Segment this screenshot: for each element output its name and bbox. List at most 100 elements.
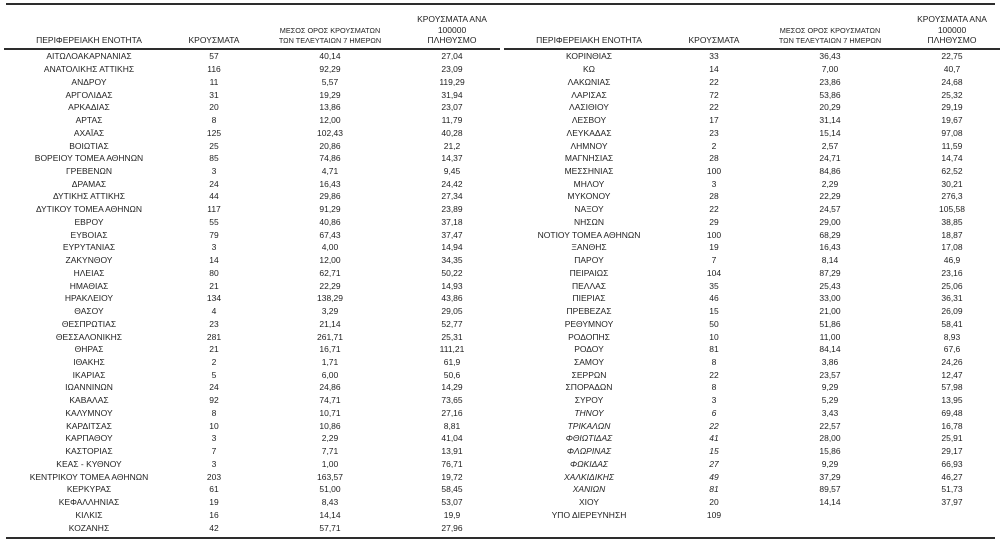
cases-cell: 49	[709, 471, 719, 482]
per100k-cell: 40,28	[441, 127, 463, 138]
per100k-cell: 276,3	[941, 191, 963, 202]
table-row: ΘΑΣΟΥ 4 3,29 29,05	[4, 305, 500, 318]
per100k-cell: 13,91	[441, 446, 463, 457]
cases-cell: 17	[709, 115, 719, 126]
table-row: ΠΙΕΡΙΑΣ 46 33,00 36,31	[504, 292, 1000, 305]
cases-cell: 11	[209, 76, 219, 87]
table-row: ΙΚΑΡΙΑΣ 5 6,00 50,6	[4, 368, 500, 381]
table-row: ΝΟΤΙΟΥ ΤΟΜΕΑ ΑΘΗΝΩΝ 100 68,29 18,87	[504, 228, 1000, 241]
region-cell: ΛΕΣΒΟΥ	[571, 115, 607, 126]
per100k-cell: 23,07	[441, 102, 463, 113]
per100k-cell: 51,73	[941, 484, 963, 495]
table-row: ΠΡΕΒΕΖΑΣ 15 21,00 26,09	[504, 305, 1000, 318]
table-row: ΚΙΛΚΙΣ 16 14,14 19,9	[4, 508, 500, 521]
region-cell: ΠΡΕΒΕΖΑΣ	[566, 306, 612, 317]
per100k-cell: 19,9	[443, 509, 461, 520]
avg7-cell: 9,29	[821, 458, 839, 469]
region-cell: ΚΑΡΠΑΘΟΥ	[65, 433, 113, 444]
per100k-cell: 14,74	[941, 153, 963, 164]
avg7-cell: 8,43	[321, 497, 339, 508]
region-cell: ΠΕΛΛΑΣ	[571, 280, 607, 291]
avg7-cell: 15,14	[819, 127, 841, 138]
avg7-cell: 16,71	[319, 344, 341, 355]
avg7-cell: 25,43	[819, 280, 841, 291]
region-cell: ΚΕΑΣ - ΚΥΘΝΟΥ	[56, 458, 122, 469]
table-row: ΒΟΡΕΙΟΥ ΤΟΜΕΑ ΑΘΗΝΩΝ 85 74,86 14,37	[4, 152, 500, 165]
avg7-cell: 4,71	[321, 165, 339, 176]
avg7-cell: 51,86	[819, 318, 841, 329]
avg7-cell: 24,57	[819, 204, 841, 215]
table-row: ΚΑΣΤΟΡΙΑΣ 7 7,71 13,91	[4, 445, 500, 458]
per100k-cell: 66,93	[941, 458, 963, 469]
per100k-cell: 27,34	[441, 191, 463, 202]
cases-header: ΚΡΟΥΣΜΑΤΑ	[188, 34, 240, 45]
region-cell: ΦΩΚΙΔΑΣ	[569, 458, 609, 469]
region-cell: ΡΕΘΥΜΝΟΥ	[564, 318, 614, 329]
region-cell: ΔΥΤΙΚΟΥ ΤΟΜΕΑ ΑΘΗΝΩΝ	[35, 204, 143, 215]
avg7-cell: 3,29	[321, 306, 339, 317]
cases-cell: 104	[706, 267, 722, 278]
table-row: ΚΟΖΑΝΗΣ 42 57,71 27,96	[4, 521, 500, 534]
region-cell: ΣΠΟΡΑΔΩΝ	[565, 382, 613, 393]
table-row: ΜΕΣΣΗΝΙΑΣ 100 84,86 62,52	[504, 165, 1000, 178]
avg7-header-line2: ΤΩΝ ΤΕΛΕΥΤΑΙΩΝ 7 ΗΜΕΡΩΝ	[278, 35, 382, 45]
table-row: ΝΑΞΟΥ 22 24,57 105,58	[504, 203, 1000, 216]
avg7-cell: 16,43	[319, 178, 341, 189]
avg7-cell: 84,14	[819, 344, 841, 355]
region-cell: ΑΡΓΟΛΙΔΑΣ	[65, 89, 113, 100]
per100k-cell: 53,07	[441, 497, 463, 508]
avg7-cell: 68,29	[819, 229, 841, 240]
region-cell: ΠΙΕΡΙΑΣ	[572, 293, 606, 304]
region-cell: ΣΕΡΡΩΝ	[571, 369, 607, 380]
region-cell: ΒΟΙΩΤΙΑΣ	[69, 140, 109, 151]
avg7-cell: 3,43	[821, 407, 839, 418]
cases-cell: 3	[211, 242, 217, 253]
per100k-cell: 61,9	[443, 356, 461, 367]
region-cell: ΦΘΙΩΤΙΔΑΣ	[565, 433, 613, 444]
table-row: ΑΡΚΑΔΙΑΣ 20 13,86 23,07	[4, 101, 500, 114]
region-cell: ΜΥΚΟΝΟΥ	[567, 191, 611, 202]
per100k-cell: 26,09	[941, 306, 963, 317]
avg7-cell: 74,86	[319, 153, 341, 164]
avg7-cell: 21,14	[319, 318, 341, 329]
per100k-cell: 19,67	[941, 115, 963, 126]
table-row: ΦΛΩΡΙΝΑΣ 15 15,86 29,17	[504, 445, 1000, 458]
table-row: ΚΑΡΔΙΤΣΑΣ 10 10,86 8,81	[4, 419, 500, 432]
per100k-cell: 25,06	[941, 280, 963, 291]
per100k-cell: 36,31	[941, 293, 963, 304]
per100k-cell: 11,79	[441, 115, 463, 126]
table-row: ΛΑΡΙΣΑΣ 72 53,86 25,32	[504, 88, 1000, 101]
table-row: ΗΛΕΙΑΣ 80 62,71 50,22	[4, 266, 500, 279]
region-cell: ΝΗΣΩΝ	[573, 216, 605, 227]
cases-cell: 72	[709, 89, 719, 100]
region-cell: ΘΗΡΑΣ	[74, 344, 104, 355]
avg7-cell: 1,00	[321, 458, 339, 469]
table-row: ΚΑΛΥΜΝΟΥ 8 10,71 27,16	[4, 407, 500, 420]
cases-cell: 14	[709, 64, 719, 75]
avg7-cell: 20,29	[819, 102, 841, 113]
per100k-header-line1: ΚΡΟΥΣΜΑΤΑ ΑΝΑ 100000	[417, 14, 487, 35]
avg7-header: ΜΕΣΟΣ ΟΡΟΣ ΚΡΟΥΣΜΑΤΩΝ ΤΩΝ ΤΕΛΕΥΤΑΙΩΝ 7 Η…	[254, 26, 406, 45]
right-table-body: ΚΟΡΙΝΘΙΑΣ 33 36,43 22,75 ΚΩ 14 7,00 40,7 ΛΑΚΩΝΙΑ…	[504, 50, 1000, 521]
region-cell: ΠΑΡΟΥ	[574, 255, 604, 266]
cases-cell: 15	[709, 446, 719, 457]
avg7-cell: 22,57	[819, 420, 841, 431]
region-cell: ΑΝΔΡΟΥ	[71, 76, 107, 87]
region-cell: ΒΟΡΕΙΟΥ ΤΟΜΕΑ ΑΘΗΝΩΝ	[34, 153, 144, 164]
cases-cell: 2	[711, 140, 717, 151]
per100k-cell: 27,16	[441, 407, 463, 418]
table-row: ΒΟΙΩΤΙΑΣ 25 20,86 21,2	[4, 139, 500, 152]
region-cell: ΑΙΤΩΛΟΑΚΑΡΝΑΝΙΑΣ	[46, 51, 132, 62]
avg7-cell: 2,57	[821, 140, 839, 151]
table-row: ΦΩΚΙΔΑΣ 27 9,29 66,93	[504, 458, 1000, 471]
avg7-cell: 87,29	[819, 267, 841, 278]
cases-cell: 80	[209, 267, 219, 278]
cases-cell: 134	[206, 293, 222, 304]
per100k-cell: 17,08	[941, 242, 963, 253]
cases-cell: 125	[206, 127, 222, 138]
cases-cell: 23	[709, 127, 719, 138]
avg7-cell: 12,00	[319, 115, 341, 126]
table-row: ΚΑΡΠΑΘΟΥ 3 2,29 41,04	[4, 432, 500, 445]
avg7-cell: 53,86	[819, 89, 841, 100]
per100k-cell: 31,94	[441, 89, 463, 100]
